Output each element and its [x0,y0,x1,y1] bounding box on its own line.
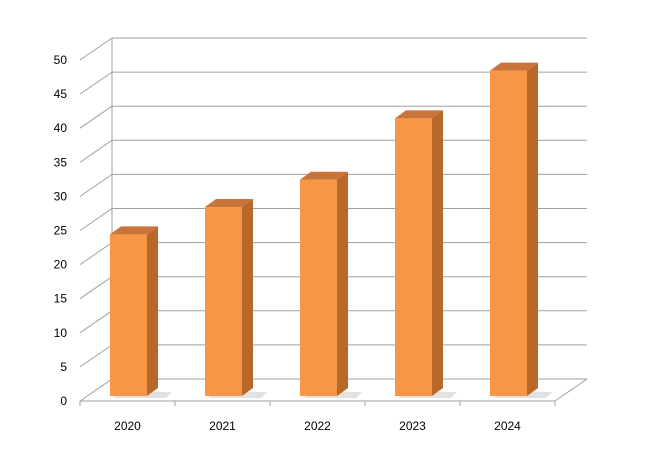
bar-front-face [395,118,432,396]
bar-side-face [337,171,348,396]
bar-front-face [300,179,337,396]
floor-right-edge [554,378,588,402]
y-tick-label: 30 [54,189,68,203]
bar-side-face [147,226,158,396]
y-tick-label: 35 [54,155,68,169]
bar-side-face [432,110,443,396]
bar-top-face [205,199,253,208]
x-tick-label: 2024 [494,419,521,433]
bar-2023 [395,110,457,398]
bar-top-face [300,171,348,180]
y-tick-label: 0 [60,394,67,408]
y-tick-label: 20 [54,258,68,272]
bar-side-face [242,199,253,396]
bar-2024 [490,62,552,398]
y-tick-label: 45 [54,87,68,101]
y-tick-label: 25 [54,224,68,238]
y-tick-label: 10 [54,326,68,340]
bar-top-face [395,110,443,119]
y-axis-tick-labels: 0 5 10 15 20 25 30 35 40 45 50 [54,53,68,408]
bar-top-face [110,226,158,235]
bar-front-face [490,70,527,396]
y-tick-label: 5 [60,360,67,374]
bar-top-face [490,62,538,71]
bar-layer [110,62,552,398]
bar-2022 [300,171,362,398]
bar-front-face [110,234,147,396]
y-tick-label: 15 [54,292,68,306]
bar-2021 [205,199,267,398]
bar-front-face [205,207,242,396]
y-tick-label: 40 [54,121,68,135]
bar-side-face [527,62,538,396]
x-tick-label: 2023 [399,419,426,433]
x-tick-label: 2021 [209,419,236,433]
bar-2020 [110,226,172,398]
gridline [79,37,587,61]
x-tick-label: 2020 [114,419,141,433]
x-axis-tick-labels: 2020 2021 2022 2023 2024 [114,419,521,433]
y-tick-label: 50 [54,53,68,67]
x-tick-label: 2022 [304,419,331,433]
